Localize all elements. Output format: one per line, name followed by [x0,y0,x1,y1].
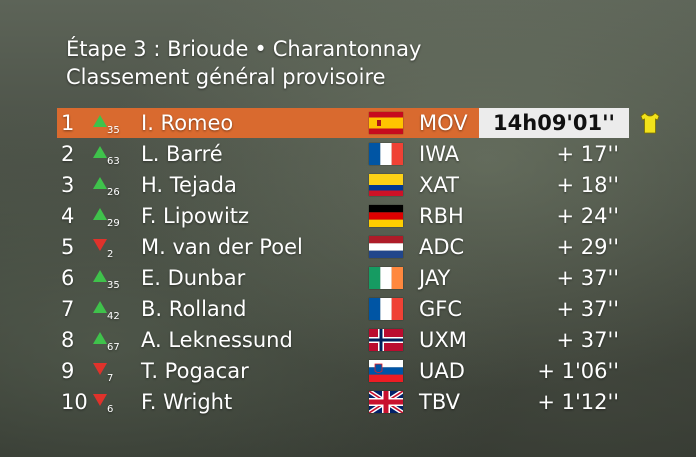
time-gap: + 37'' [556,297,619,321]
position-change: 7 [93,359,113,385]
arrow-down-icon [93,239,107,251]
standings-row: 8 67 A. Leknessund UXM + 37'' [57,325,629,355]
arrow-up-icon [93,177,107,189]
yellow-jersey-icon [640,112,660,134]
rider-name: L. Barré [141,142,223,166]
position-change-count: 6 [107,404,114,415]
rider-name: T. Pogacar [141,359,249,383]
arrow-down-icon [93,394,107,406]
time-gap: + 17'' [556,142,619,166]
spain-flag-icon [369,112,403,134]
rank-number: 7 [61,297,75,321]
time-gap: + 24'' [556,204,619,228]
standings-row: 5 2 M. van der Poel ADC + 29'' [57,232,629,262]
rank-number: 10 [61,390,88,414]
standings-row: 1 35 I. Romeo MOV 14h09'01'' [57,108,629,138]
rider-name: B. Rolland [141,297,247,321]
time-gap: + 18'' [556,173,619,197]
time-gap: + 37'' [556,328,619,352]
position-change: 35 [93,266,120,292]
rider-name: H. Tejada [141,173,237,197]
position-change-count: 26 [107,187,120,198]
stage-title: Étape 3 : Brioude • Charantonnay [66,35,421,63]
position-change: 26 [93,173,120,199]
position-change: 67 [93,328,120,354]
rank-number: 2 [61,142,75,166]
rider-name: M. van der Poel [141,235,303,259]
time-gap: + 1'06'' [537,359,619,383]
position-change: 6 [93,390,113,416]
rider-name: F. Lipowitz [141,204,250,228]
arrow-up-icon [93,146,107,158]
rider-name: I. Romeo [141,111,234,135]
arrow-up-icon [93,115,107,127]
position-change-count: 35 [107,280,120,291]
position-change-count: 63 [107,156,120,167]
standings-row: 6 35 E. Dunbar JAY + 37'' [57,263,629,293]
position-change: 29 [93,204,120,230]
position-change-count: 67 [107,342,120,353]
stage-separator: • [254,37,267,61]
rider-name: A. Leknessund [141,328,293,352]
rank-number: 5 [61,235,75,259]
france-flag-icon [369,298,403,320]
stage-finish: Charantonnay [272,37,422,61]
standings-row: 4 29 F. Lipowitz RBH + 24'' [57,201,629,231]
arrow-up-icon [93,332,107,344]
rank-number: 6 [61,266,75,290]
standings-table: 1 35 I. Romeo MOV 14h09'01'' 2 63 L. Barré IWA + … [57,108,629,418]
header: Étape 3 : Brioude • Charantonnay Classemen… [66,35,421,91]
united-kingdom-flag-icon [369,391,403,413]
ireland-flag-icon [369,267,403,289]
team-code: GFC [419,297,463,321]
time-gap: + 37'' [556,266,619,290]
position-change-count: 35 [107,125,120,136]
standings-row: 2 63 L. Barré IWA + 17'' [57,139,629,169]
rank-number: 8 [61,328,75,352]
standings-row: 9 7 T. Pogacar UAD + 1'06'' [57,356,629,386]
rank-number: 4 [61,204,75,228]
france-flag-icon [369,143,403,165]
arrow-up-icon [93,270,107,282]
standings-row: 7 42 B. Rolland GFC + 37'' [57,294,629,324]
rider-name: E. Dunbar [141,266,246,290]
leader-time: 14h09'01'' [479,108,629,138]
team-code: TBV [419,390,460,414]
rider-name: F. Wright [141,390,233,414]
position-change-count: 2 [107,249,114,260]
arrow-up-icon [93,301,107,313]
time-gap: + 1'12'' [537,390,619,414]
position-change: 63 [93,142,120,168]
position-change-count: 7 [107,373,114,384]
germany-flag-icon [369,205,403,227]
rank-number: 9 [61,359,75,383]
arrow-down-icon [93,363,107,375]
time-gap: + 29'' [556,235,619,259]
team-code: ADC [419,235,465,259]
standings-row: 10 6 F. Wright TBV + 1'12'' [57,387,629,417]
team-code: JAY [419,266,451,290]
team-code: UAD [419,359,465,383]
rank-number: 3 [61,173,75,197]
position-change: 42 [93,297,120,323]
team-code: RBH [419,204,464,228]
classification-title: Classement général provisoire [66,65,386,89]
team-code: MOV [419,111,468,135]
stage-start: Étape 3 : Brioude [66,37,249,61]
norway-flag-icon [369,329,403,351]
team-code: IWA [419,142,460,166]
team-code: XAT [419,173,459,197]
position-change: 35 [93,111,120,137]
position-change-count: 42 [107,311,120,322]
netherlands-flag-icon [369,236,403,258]
colombia-flag-icon [369,174,403,196]
standings-row: 3 26 H. Tejada XAT + 18'' [57,170,629,200]
team-code: UXM [419,328,467,352]
slovenia-flag-icon [369,360,403,382]
position-change: 2 [93,235,113,261]
position-change-count: 29 [107,218,120,229]
arrow-up-icon [93,208,107,220]
rank-number: 1 [61,111,75,135]
